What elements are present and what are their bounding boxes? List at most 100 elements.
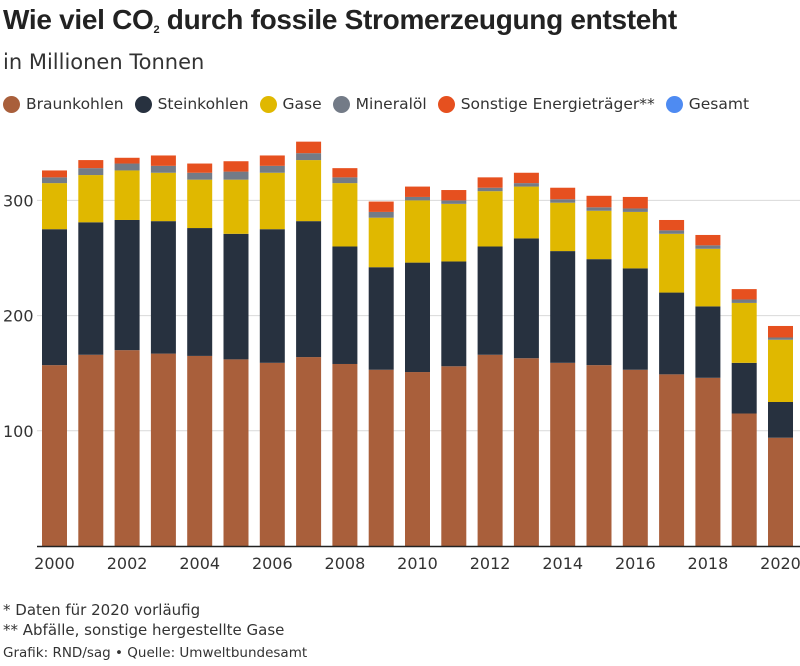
bar-2002-segment-0 [114, 350, 140, 546]
stacked-bar-chart: 100 200 300 2000 2002 2004 2006 2008 2010 2012 201… [3, 141, 800, 573]
bar-2000-segment-3 [42, 177, 67, 184]
legend-label: Sonstige Energieträger** [460, 95, 655, 113]
legend-item-5: Gesamt [665, 95, 750, 113]
bar-2012-segment-2 [477, 191, 503, 247]
legend-item-3: Mineralöl [332, 95, 427, 113]
bar-2019-segment-0 [731, 413, 757, 546]
bar-2017-segment-2 [659, 233, 685, 293]
x-tick-label: 2000 [34, 554, 75, 573]
bar-2011-segment-2 [441, 203, 467, 262]
bar-2017-segment-3 [659, 230, 685, 234]
bar-2008-segment-1 [332, 246, 358, 364]
bar-2004-segment-3 [187, 172, 213, 180]
footnote-other-sources: ** Abfälle, sonstige hergestellte Gase [3, 621, 285, 639]
bar-2019-segment-2 [731, 302, 757, 363]
bar-2016-segment-4 [622, 196, 648, 209]
title-part-2: durch fossile Stromerzeugung entsteht [159, 4, 677, 35]
bar-2005-segment-0 [223, 359, 249, 546]
bar-2020-segment-3 [768, 337, 793, 340]
bar-2018-segment-1 [695, 306, 721, 378]
legend-swatch [3, 95, 20, 113]
bar-2010-segment-4 [405, 186, 430, 197]
bar-2004-segment-4 [187, 163, 213, 173]
bar-2014-segment-0 [550, 362, 576, 546]
bar-2005-segment-4 [223, 161, 249, 172]
bar-2015-segment-0 [586, 365, 612, 546]
bar-2005-segment-3 [223, 171, 249, 180]
bar-2001-segment-2 [78, 175, 104, 223]
legend-label: Gesamt [688, 95, 750, 113]
bar-2014-segment-3 [550, 199, 576, 203]
bar-2002-segment-1 [114, 219, 140, 351]
x-tick-label: 2016 [615, 554, 656, 573]
bar-2017-segment-4 [659, 219, 685, 231]
source-credit: Grafik: RND/sag • Quelle: Umweltbundesam… [3, 645, 308, 661]
bar-2012-segment-4 [477, 177, 503, 188]
bar-2006-segment-4 [259, 155, 285, 166]
y-tick-label: 100 [3, 422, 34, 441]
bar-2020-segment-2 [768, 339, 793, 402]
legend-label: Braunkohlen [26, 95, 124, 113]
bar-2010-segment-3 [405, 196, 430, 201]
bar-2008-segment-0 [332, 363, 358, 546]
bar-2017-segment-0 [659, 374, 685, 546]
legend-swatch [332, 95, 350, 113]
bar-2015-segment-1 [586, 259, 612, 366]
footnotes: * Daten für 2020 vorläufig ** Abfälle, s… [3, 600, 284, 640]
bar-2007-segment-0 [296, 357, 322, 546]
bar-2002-segment-4 [114, 157, 140, 164]
bar-2015-segment-4 [586, 195, 612, 208]
x-tick-label: 2012 [470, 554, 511, 573]
bar-2000-segment-1 [42, 229, 67, 366]
x-tick-label: 2010 [397, 554, 438, 573]
legend-label: Mineralöl [355, 95, 427, 113]
bar-2016-segment-2 [622, 211, 648, 269]
bar-2013-segment-4 [513, 172, 539, 184]
bar-2003-segment-1 [150, 221, 176, 354]
bar-2003-segment-0 [150, 353, 176, 546]
chart-subtitle: in Millionen Tonnen [3, 50, 205, 74]
bar-2020-segment-1 [768, 402, 793, 438]
x-tick-label: 2008 [325, 554, 366, 573]
bar-2013-segment-0 [513, 358, 539, 546]
legend-swatch [134, 95, 152, 113]
bar-2007-segment-3 [296, 153, 322, 161]
legend-swatch [665, 95, 683, 113]
title-part-1: Wie viel CO [3, 4, 154, 35]
bar-2018-segment-3 [695, 245, 721, 249]
bar-2010-segment-1 [405, 262, 430, 373]
chart-legend: Braunkohlen Steinkohlen Gase Mineralöl Sonst… [3, 95, 760, 113]
bar-2016-segment-0 [622, 369, 648, 546]
bar-2006-segment-2 [259, 172, 285, 230]
bar-2000-segment-4 [42, 170, 67, 178]
bar-2011-segment-3 [441, 200, 467, 204]
bar-2002-segment-3 [114, 163, 140, 171]
bar-2019-segment-4 [731, 289, 757, 300]
bar-2006-segment-0 [259, 362, 285, 546]
bar-2009-segment-1 [368, 267, 394, 370]
bar-2004-segment-2 [187, 179, 213, 229]
bar-2015-segment-2 [586, 210, 612, 260]
bar-2007-segment-1 [296, 221, 322, 358]
x-tick-label: 2014 [542, 554, 583, 573]
bar-2015-segment-3 [586, 207, 612, 211]
bar-2014-segment-2 [550, 202, 576, 252]
bar-2013-segment-3 [513, 183, 539, 187]
title-subscript: 2 [153, 24, 160, 36]
legend-item-2: Gase [259, 95, 322, 113]
chart-title: Wie viel CO2 durch fossile Stromerzeugun… [3, 4, 677, 36]
bar-2020-segment-4 [768, 325, 793, 338]
bar-2009-segment-0 [368, 369, 394, 546]
bar-2020-segment-0 [768, 437, 793, 546]
bar-2009-segment-2 [368, 217, 394, 268]
footnote-preliminary: * Daten für 2020 vorläufig [3, 601, 201, 619]
bar-2016-segment-1 [622, 268, 648, 370]
x-tick-label: 2020 [760, 554, 800, 573]
bar-2000-segment-2 [42, 183, 67, 230]
bar-2009-segment-4 [368, 201, 394, 212]
bar-2001-segment-4 [78, 160, 104, 169]
legend-swatch [259, 95, 277, 113]
bar-2018-segment-4 [695, 234, 721, 246]
bar-2013-segment-1 [513, 238, 539, 359]
bar-2011-segment-0 [441, 366, 467, 546]
